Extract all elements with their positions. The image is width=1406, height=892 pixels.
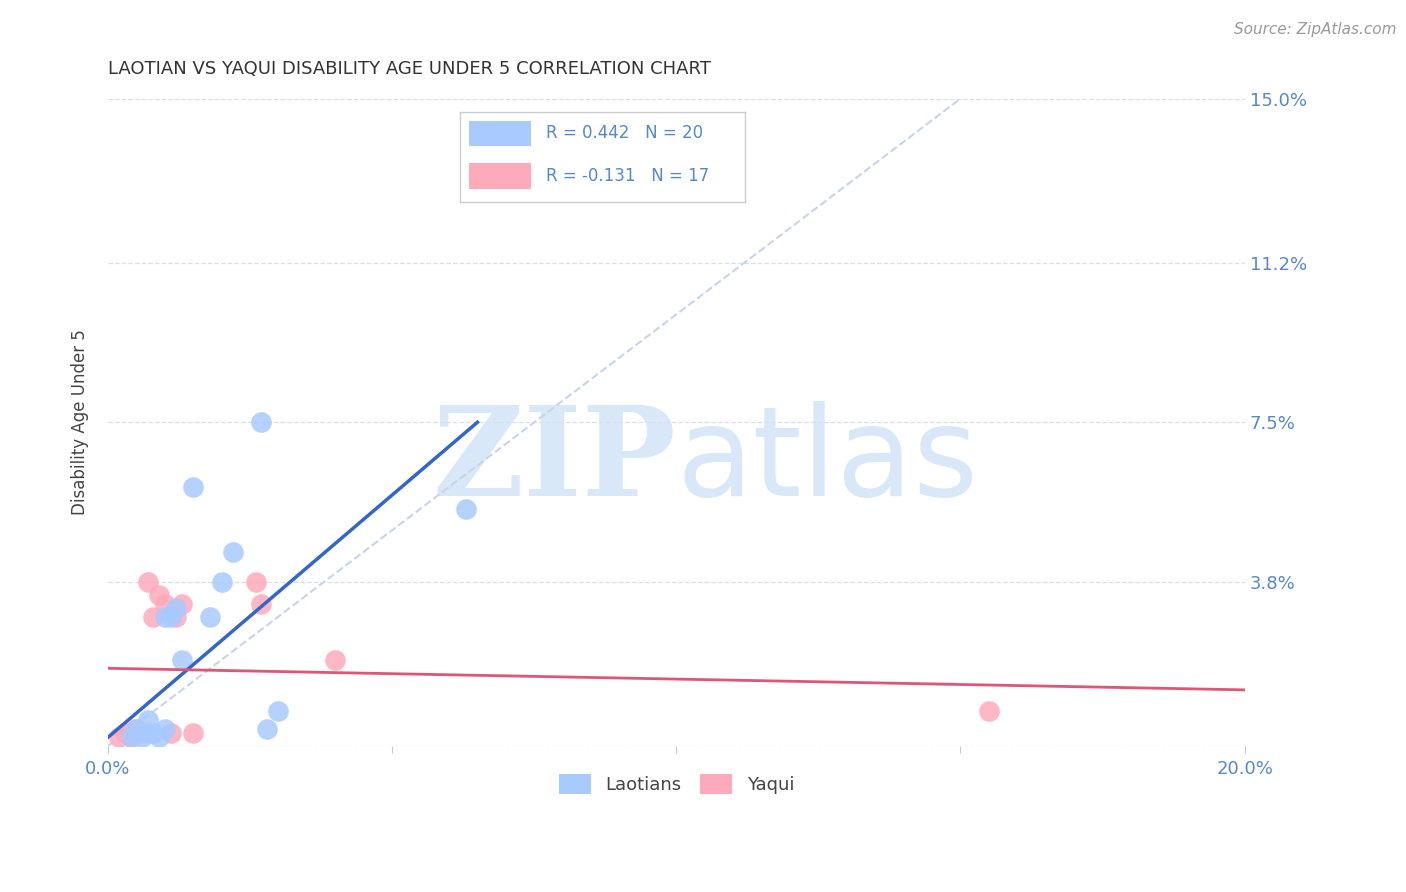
Point xyxy=(222,545,245,559)
Point xyxy=(136,726,159,740)
Point xyxy=(181,480,204,494)
Point xyxy=(165,609,187,624)
Point xyxy=(170,597,193,611)
Point xyxy=(125,722,148,736)
Point xyxy=(170,653,193,667)
Point xyxy=(977,705,1000,719)
Point xyxy=(153,597,176,611)
Point xyxy=(108,731,131,745)
Point xyxy=(120,731,142,745)
Point xyxy=(120,731,142,745)
Point xyxy=(136,713,159,727)
Point xyxy=(148,731,170,745)
Point xyxy=(159,609,181,624)
Point xyxy=(454,501,477,516)
Legend: Laotians, Yaqui: Laotians, Yaqui xyxy=(551,766,801,802)
Y-axis label: Disability Age Under 5: Disability Age Under 5 xyxy=(72,329,89,516)
Point xyxy=(148,588,170,602)
Point xyxy=(181,726,204,740)
Point xyxy=(125,722,148,736)
Point xyxy=(165,600,187,615)
Point xyxy=(153,609,176,624)
Point xyxy=(250,415,273,429)
Point xyxy=(200,609,222,624)
Point xyxy=(153,722,176,736)
Text: ZIP: ZIP xyxy=(433,401,676,522)
Point xyxy=(142,609,165,624)
Point xyxy=(131,726,153,740)
Point xyxy=(267,705,290,719)
Point xyxy=(256,722,278,736)
Point xyxy=(114,726,136,740)
Point xyxy=(245,574,267,589)
Point xyxy=(136,574,159,589)
Point xyxy=(323,653,346,667)
Point xyxy=(131,731,153,745)
Point xyxy=(142,726,165,740)
Text: Source: ZipAtlas.com: Source: ZipAtlas.com xyxy=(1233,22,1396,37)
Point xyxy=(211,574,233,589)
Point xyxy=(250,597,273,611)
Text: LAOTIAN VS YAQUI DISABILITY AGE UNDER 5 CORRELATION CHART: LAOTIAN VS YAQUI DISABILITY AGE UNDER 5 … xyxy=(108,60,711,78)
Point xyxy=(159,726,181,740)
Text: atlas: atlas xyxy=(676,401,979,522)
